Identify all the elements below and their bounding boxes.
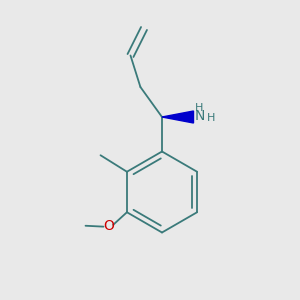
Text: O: O (103, 219, 114, 233)
Text: H: H (207, 112, 215, 123)
Polygon shape (162, 111, 194, 123)
Text: N: N (194, 109, 205, 122)
Text: H: H (195, 103, 204, 113)
